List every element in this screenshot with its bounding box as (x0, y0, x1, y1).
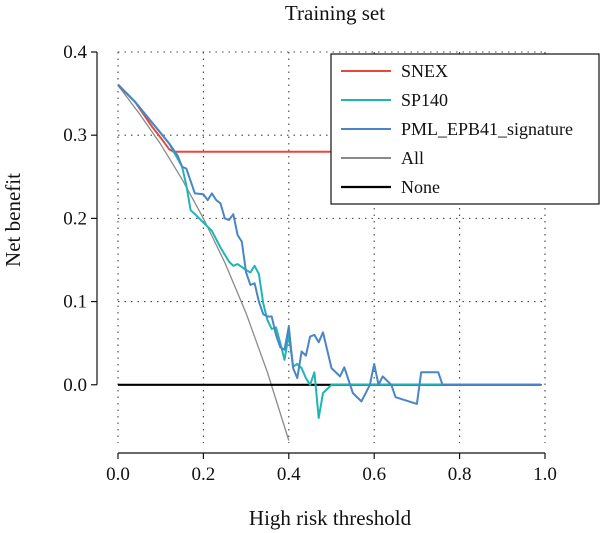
x-tick-label: 0.4 (277, 464, 301, 485)
y-tick-label: 0.4 (63, 42, 87, 63)
legend-label: SNEX (401, 61, 448, 81)
legend-label: All (401, 148, 424, 168)
legend-label: None (401, 177, 440, 197)
legend: SNEX SP140 PML_EPB41_signature All None (330, 53, 600, 205)
series-line-all (117, 84, 290, 441)
y-tick-label: 0.1 (63, 292, 87, 313)
y-tick-label: 0.2 (63, 208, 87, 229)
x-tick-label: 0.8 (448, 464, 472, 485)
x-tick-label: 1.0 (533, 464, 557, 485)
series-line-sp140 (117, 83, 541, 419)
ticks: 0.0 0.2 0.4 0.6 0.8 1.0 0.0 0.1 0.2 0.3 0.4 (63, 42, 557, 485)
x-axis-title: High risk threshold (249, 506, 412, 530)
x-tick-label: 0.6 (362, 464, 386, 485)
chart-title: Training set (285, 1, 385, 25)
y-axis-title: Net benefit (1, 173, 25, 267)
legend-label: SP140 (401, 90, 448, 110)
y-tick-label: 0.3 (63, 125, 87, 146)
series-line-pml-epb41-signature (117, 83, 541, 405)
legend-label: PML_EPB41_signature (401, 119, 573, 139)
y-tick-label: 0.0 (63, 375, 87, 396)
series-lines (117, 83, 541, 441)
x-tick-label: 0.0 (106, 464, 130, 485)
series-line-snex (117, 84, 353, 153)
x-tick-label: 0.2 (192, 464, 216, 485)
